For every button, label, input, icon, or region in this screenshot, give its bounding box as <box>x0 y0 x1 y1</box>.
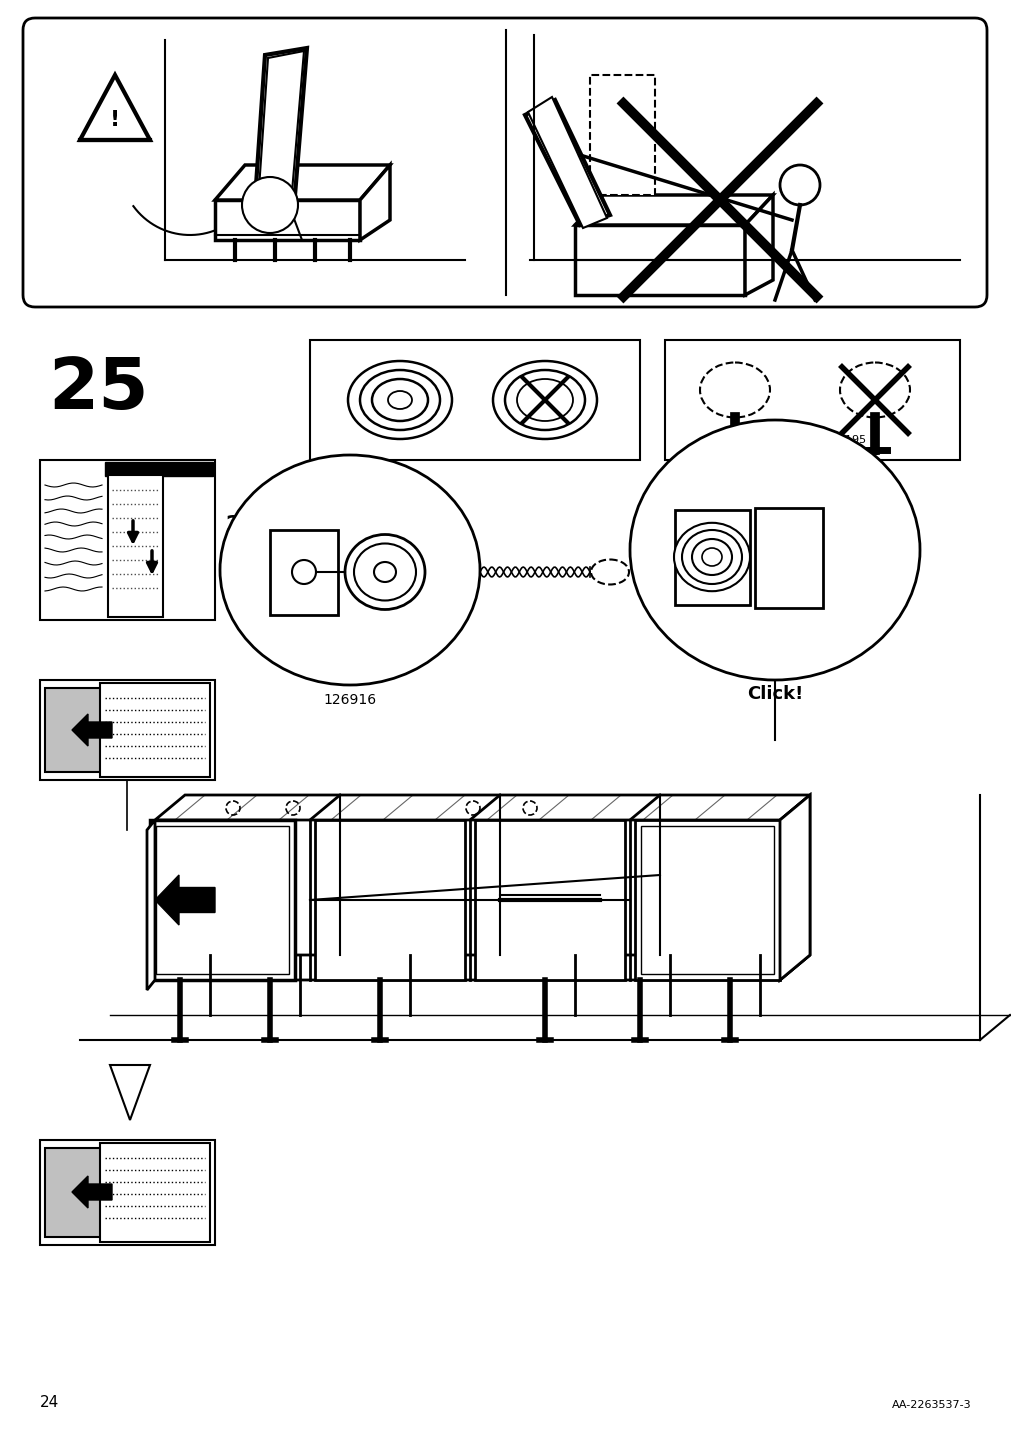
Polygon shape <box>525 100 610 225</box>
Polygon shape <box>574 225 744 295</box>
Circle shape <box>465 800 479 815</box>
Polygon shape <box>150 821 295 979</box>
Ellipse shape <box>839 362 909 418</box>
Text: 133195
10077360: 133195 10077360 <box>824 435 881 457</box>
Ellipse shape <box>504 369 584 430</box>
Ellipse shape <box>492 361 596 440</box>
Text: 25: 25 <box>48 355 149 424</box>
Polygon shape <box>255 49 306 200</box>
Polygon shape <box>474 821 625 979</box>
Polygon shape <box>155 795 809 821</box>
Bar <box>754 508 822 609</box>
Bar <box>309 339 639 460</box>
Text: Click!: Click! <box>746 684 803 703</box>
Ellipse shape <box>692 538 731 576</box>
Polygon shape <box>80 74 150 140</box>
FancyBboxPatch shape <box>23 19 986 306</box>
Polygon shape <box>258 52 303 203</box>
Bar <box>674 510 749 604</box>
Ellipse shape <box>374 561 395 581</box>
Polygon shape <box>156 826 289 974</box>
Bar <box>44 687 117 772</box>
Bar <box>44 1148 117 1237</box>
Polygon shape <box>155 955 809 979</box>
Ellipse shape <box>702 548 721 566</box>
Polygon shape <box>779 795 809 979</box>
Circle shape <box>779 165 819 205</box>
Text: 126916: 126916 <box>324 693 376 707</box>
Polygon shape <box>155 875 214 925</box>
Ellipse shape <box>345 534 425 610</box>
Polygon shape <box>779 795 809 979</box>
Ellipse shape <box>219 455 479 684</box>
Ellipse shape <box>590 560 629 584</box>
Polygon shape <box>744 195 772 295</box>
Ellipse shape <box>681 530 741 584</box>
Polygon shape <box>110 1065 150 1120</box>
Polygon shape <box>147 821 155 990</box>
Ellipse shape <box>354 544 416 600</box>
Polygon shape <box>214 165 389 200</box>
Text: !: ! <box>110 110 120 130</box>
Polygon shape <box>634 821 779 979</box>
Polygon shape <box>360 165 389 241</box>
Bar <box>270 530 338 614</box>
Ellipse shape <box>630 420 919 680</box>
Bar <box>105 463 212 475</box>
Polygon shape <box>72 715 112 746</box>
Ellipse shape <box>348 361 452 440</box>
Text: AA-2263537-3: AA-2263537-3 <box>892 1400 971 1411</box>
Polygon shape <box>640 826 773 974</box>
Bar <box>100 683 210 778</box>
Text: 2x: 2x <box>224 516 253 536</box>
Bar <box>664 339 959 460</box>
Ellipse shape <box>673 523 749 591</box>
Polygon shape <box>574 195 772 225</box>
Circle shape <box>286 800 299 815</box>
Circle shape <box>242 178 297 233</box>
Circle shape <box>225 800 240 815</box>
Ellipse shape <box>700 362 769 418</box>
Bar <box>100 1143 210 1242</box>
Circle shape <box>523 800 537 815</box>
Polygon shape <box>314 821 464 979</box>
Circle shape <box>292 560 315 584</box>
Polygon shape <box>214 200 360 241</box>
Ellipse shape <box>387 391 411 410</box>
Bar <box>40 1140 214 1244</box>
Polygon shape <box>72 1176 112 1209</box>
Polygon shape <box>528 97 607 228</box>
Text: 24: 24 <box>40 1395 60 1411</box>
Bar <box>108 475 163 617</box>
Polygon shape <box>589 74 654 195</box>
Ellipse shape <box>372 379 428 421</box>
Bar <box>40 680 214 780</box>
Ellipse shape <box>517 379 572 421</box>
Ellipse shape <box>360 369 440 430</box>
Bar <box>40 460 214 620</box>
